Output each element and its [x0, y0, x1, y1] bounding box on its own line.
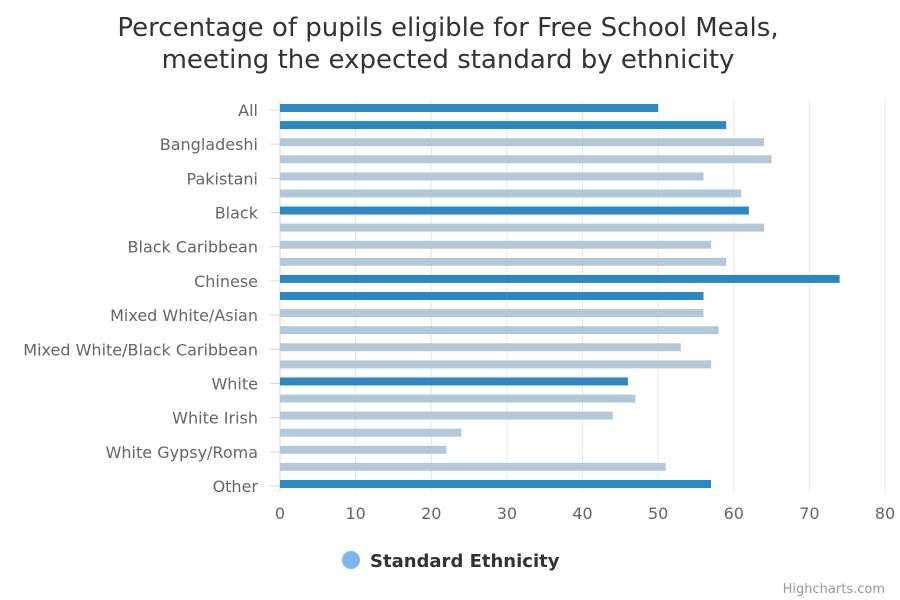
bar[interactable] [280, 428, 462, 437]
y-tick-label: Chinese [194, 272, 258, 291]
bar[interactable] [280, 104, 659, 112]
bar[interactable] [280, 155, 772, 164]
y-tick-label: White Gypsy/Roma [106, 443, 258, 462]
legend-marker [342, 551, 360, 569]
y-tick-label: Pakistani [187, 169, 258, 188]
x-tick-label: 70 [799, 504, 819, 523]
y-tick-label: Black [215, 204, 259, 223]
x-tick-label: 80 [875, 504, 895, 523]
chart-title-group: Percentage of pupils eligible for Free S… [117, 13, 778, 75]
bar[interactable] [280, 172, 704, 181]
credits-link[interactable]: Highcharts.com [783, 582, 885, 597]
bar[interactable] [280, 480, 712, 488]
y-tick-label: Mixed White/Black Caribbean [23, 340, 258, 359]
x-tick-label: 30 [497, 504, 517, 523]
bar[interactable] [280, 138, 764, 147]
bar[interactable] [280, 274, 840, 283]
y-tick-label: Black Caribbean [128, 238, 258, 257]
bar[interactable] [280, 343, 681, 352]
bar[interactable] [280, 326, 719, 335]
x-tick-label: 60 [724, 504, 744, 523]
bar[interactable] [280, 394, 636, 403]
x-tick-label: 50 [648, 504, 668, 523]
bar[interactable] [280, 309, 704, 318]
chart-title-line-2: meeting the expected standard by ethnici… [162, 45, 735, 75]
bar[interactable] [280, 377, 628, 386]
bar[interactable] [280, 240, 712, 249]
y-tick-label: Mixed White/Asian [110, 306, 258, 325]
bar[interactable] [280, 206, 749, 215]
y-tick-label: White [211, 374, 258, 393]
bar[interactable] [280, 257, 727, 266]
x-tick-label: 0 [275, 504, 285, 523]
bars [280, 104, 840, 488]
bar[interactable] [280, 189, 742, 198]
legend[interactable]: Standard Ethnicity [342, 551, 560, 572]
y-tick-label: All [238, 101, 258, 120]
bar[interactable] [280, 292, 704, 300]
bar[interactable] [280, 445, 447, 454]
x-tick-label: 20 [421, 504, 441, 523]
x-tick-label: 40 [572, 504, 592, 523]
chart-title-line-1: Percentage of pupils eligible for Free S… [117, 13, 778, 43]
x-tick-label: 10 [345, 504, 365, 523]
bar[interactable] [280, 411, 613, 420]
bar[interactable] [280, 360, 712, 369]
bar[interactable] [280, 462, 666, 471]
y-tick-label: Bangladeshi [160, 135, 258, 154]
y-axis: All Bangladeshi Pakistani Black Black Caribb… [23, 100, 281, 496]
y-tick-label: White Irish [172, 409, 258, 428]
bar[interactable] [280, 121, 727, 130]
x-axis: 0 10 20 30 40 50 60 70 80 [275, 504, 895, 523]
bar[interactable] [280, 223, 764, 232]
legend-label[interactable]: Standard Ethnicity [370, 551, 560, 572]
y-tick-label: Other [213, 477, 259, 496]
